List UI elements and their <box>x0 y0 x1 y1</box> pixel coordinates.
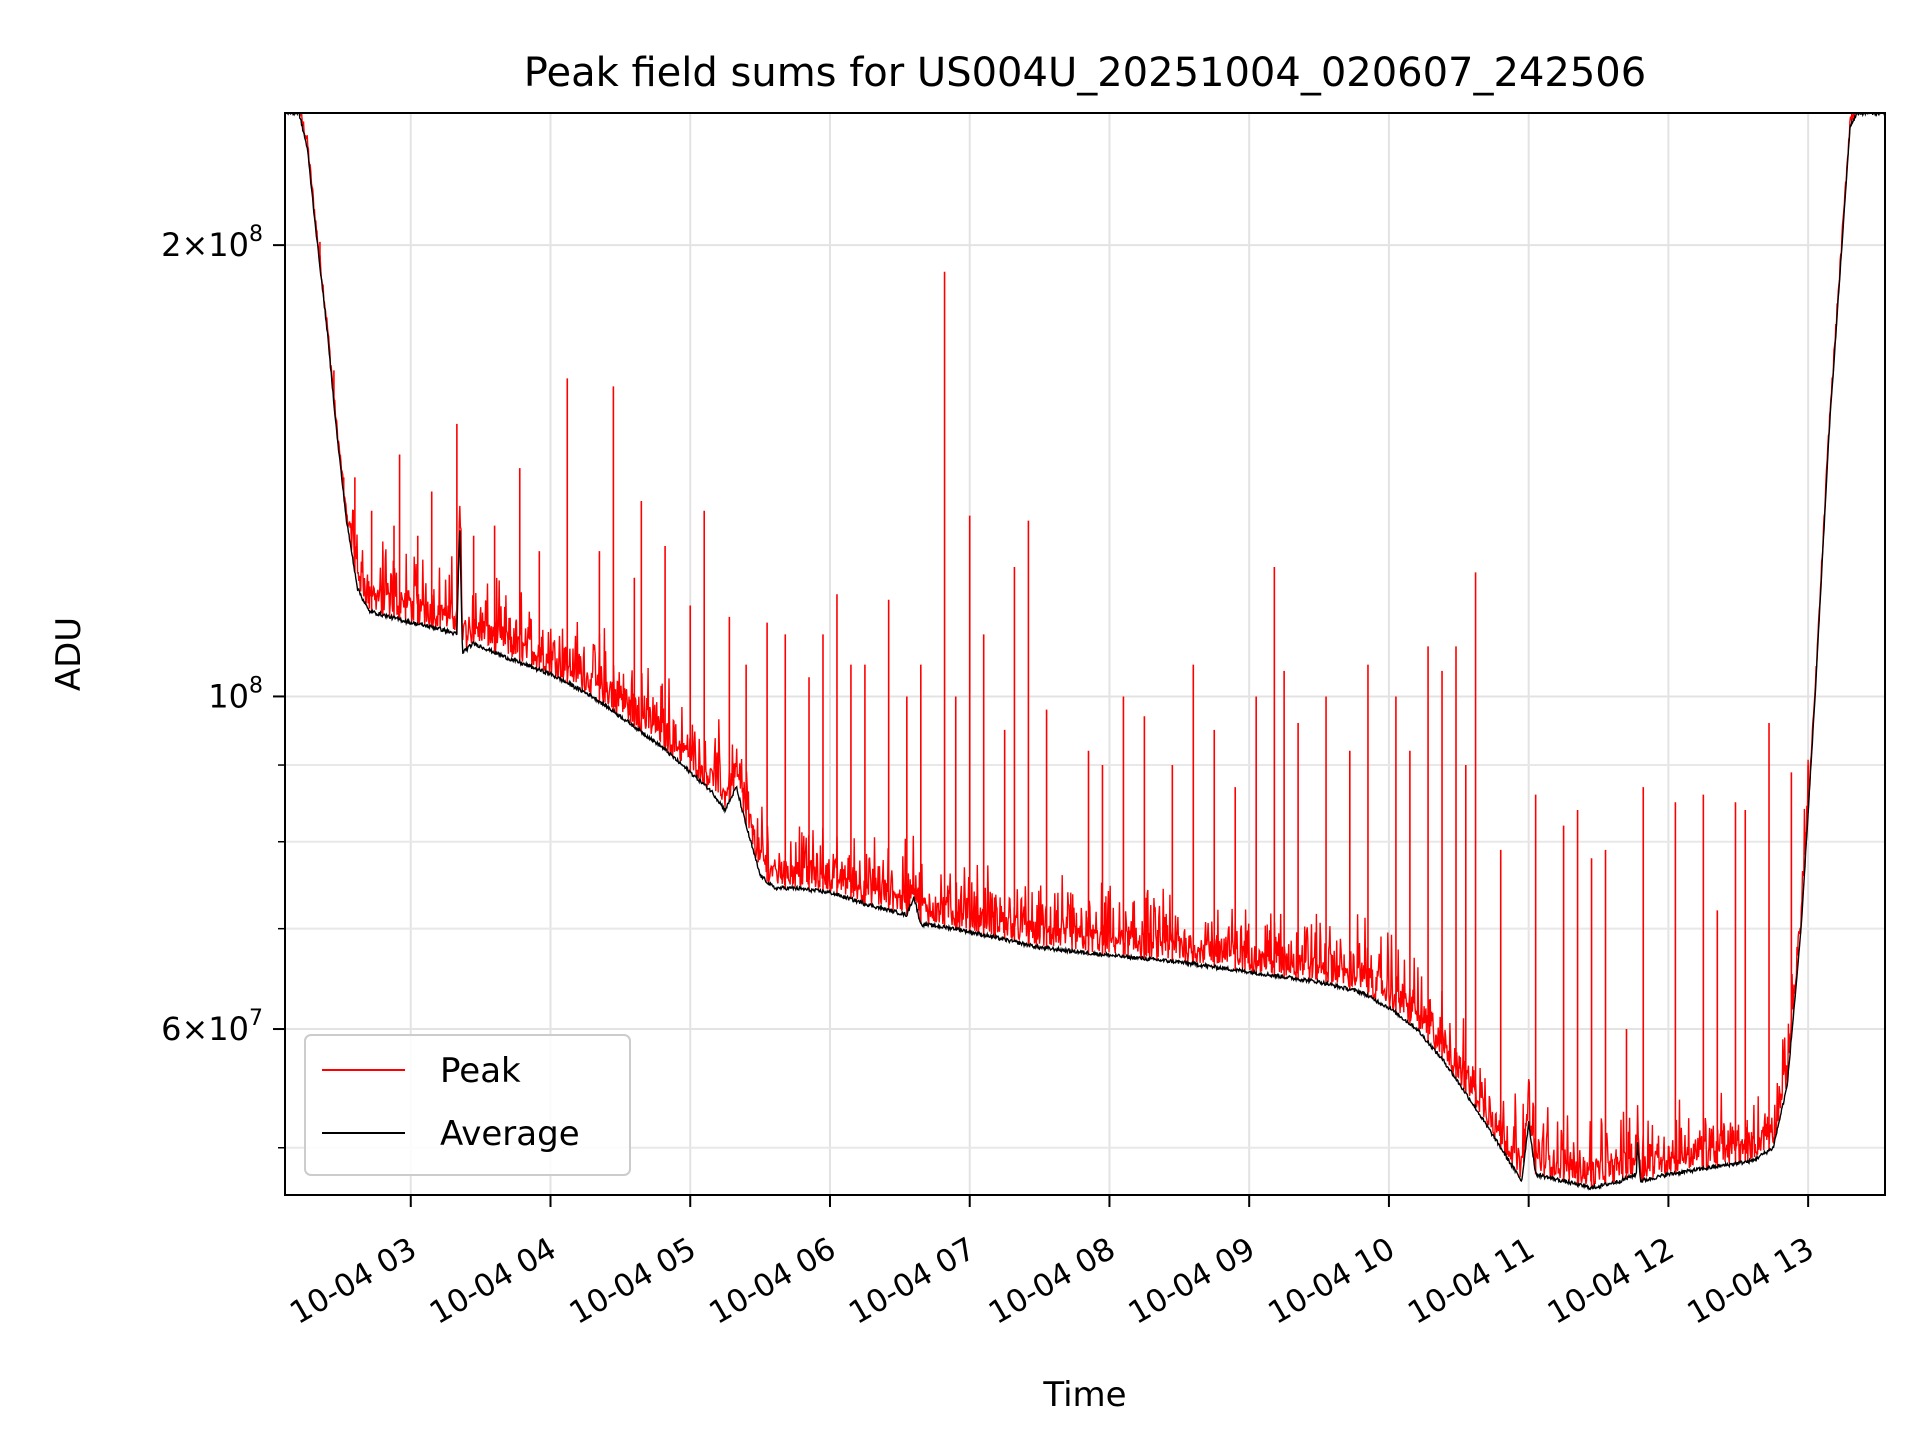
grid-lines <box>285 113 1885 1195</box>
x-axis-label: Time <box>1042 1375 1126 1415</box>
legend: Peak Average <box>304 1034 631 1176</box>
y-axis-label: ADU <box>49 617 89 691</box>
peak-series <box>299 113 1874 1189</box>
plot-frame <box>284 112 1886 1196</box>
legend-average-label: Average <box>440 1114 580 1154</box>
average-line <box>285 113 1885 1191</box>
y-tick-label: 6×107 <box>161 1006 263 1048</box>
average-series <box>285 113 1885 1191</box>
legend-peak-label: Peak <box>440 1051 521 1091</box>
y-tick-label: 2×108 <box>161 222 263 264</box>
chart-title: Peak field sums for US004U_20251004_0206… <box>524 50 1646 96</box>
peak-line <box>299 113 1874 1187</box>
